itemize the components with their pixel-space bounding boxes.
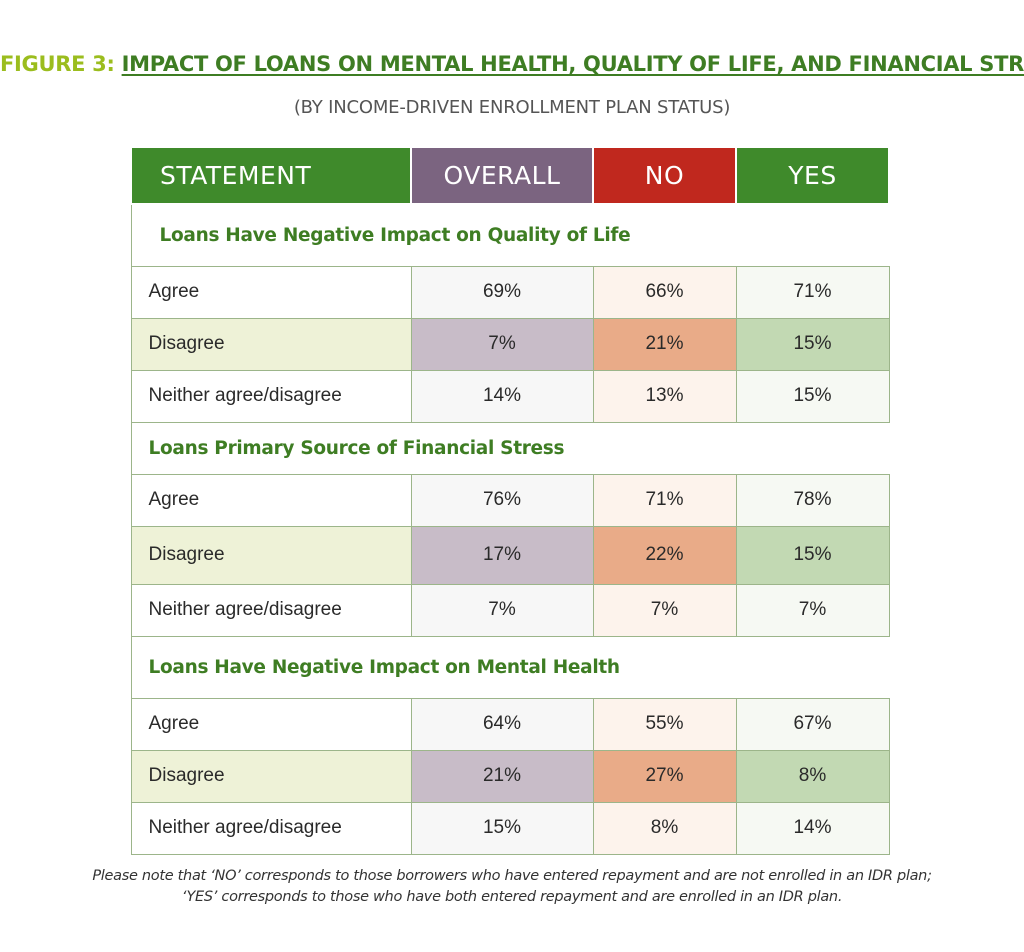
table-header-row: STATEMENT OVERALL NO YES: [130, 146, 890, 205]
cell-no: 27%: [592, 749, 737, 803]
results-table: STATEMENT OVERALL NO YES Loans Have Nega…: [130, 146, 890, 855]
footnote-line-2: ‘YES’ corresponds to those who have both…: [181, 889, 843, 905]
table-row: Disagree 21% 27% 8%: [130, 749, 890, 803]
cell-no: 71%: [592, 473, 737, 527]
section-heading-row: Loans Have Negative Impact on Quality of…: [130, 203, 890, 267]
footnote-line-1: Please note that ‘NO’ corresponds to tho…: [92, 868, 932, 884]
cell-overall: 69%: [410, 265, 594, 319]
figure-label: FIGURE 3:: [0, 52, 115, 76]
cell-yes: 15%: [735, 317, 890, 371]
row-label: Agree: [130, 473, 412, 527]
row-label: Neither agree/disagree: [130, 801, 412, 855]
header-overall: OVERALL: [410, 146, 594, 205]
results-table-container: STATEMENT OVERALL NO YES Loans Have Nega…: [130, 146, 890, 855]
row-label: Agree: [130, 265, 412, 319]
row-label: Agree: [130, 697, 412, 751]
header-statement: STATEMENT: [130, 146, 412, 205]
cell-overall: 7%: [410, 583, 594, 637]
cell-no: 55%: [592, 697, 737, 751]
cell-yes: 71%: [735, 265, 890, 319]
cell-no: 13%: [592, 369, 737, 423]
cell-overall: 14%: [410, 369, 594, 423]
figure-title: FIGURE 3: IMPACT OF LOANS ON MENTAL HEAL…: [0, 52, 1024, 76]
table-row: Neither agree/disagree 7% 7% 7%: [130, 583, 890, 637]
table-row: Agree 64% 55% 67%: [130, 697, 890, 751]
cell-yes: 14%: [735, 801, 890, 855]
cell-no: 7%: [592, 583, 737, 637]
footnote: Please note that ‘NO’ corresponds to tho…: [0, 866, 1024, 908]
cell-yes: 67%: [735, 697, 890, 751]
figure-subtitle: (BY INCOME-DRIVEN ENROLLMENT PLAN STATUS…: [293, 97, 731, 118]
cell-yes: 7%: [735, 583, 890, 637]
table-row: Disagree 7% 21% 15%: [130, 317, 890, 371]
row-label: Neither agree/disagree: [130, 583, 412, 637]
header-no: NO: [592, 146, 737, 205]
figure-title-text: IMPACT OF LOANS ON MENTAL HEALTH, QUALIT…: [121, 52, 1024, 76]
section-heading: Loans Primary Source of Financial Stress: [130, 421, 890, 475]
cell-yes: 15%: [735, 369, 890, 423]
section-heading-row: Loans Have Negative Impact on Mental Hea…: [130, 635, 890, 699]
section-heading-row: Loans Primary Source of Financial Stress: [130, 421, 890, 475]
cell-no: 22%: [592, 525, 737, 585]
cell-overall: 15%: [410, 801, 594, 855]
header-yes: YES: [735, 146, 890, 205]
row-label: Neither agree/disagree: [130, 369, 412, 423]
cell-overall: 7%: [410, 317, 594, 371]
table-row: Disagree 17% 22% 15%: [130, 525, 890, 585]
cell-overall: 76%: [410, 473, 594, 527]
row-label: Disagree: [130, 749, 412, 803]
table-body: Loans Have Negative Impact on Quality of…: [130, 203, 890, 855]
cell-no: 8%: [592, 801, 737, 855]
table-row: Neither agree/disagree 14% 13% 15%: [130, 369, 890, 423]
cell-no: 21%: [592, 317, 737, 371]
table-row: Neither agree/disagree 15% 8% 14%: [130, 801, 890, 855]
cell-yes: 15%: [735, 525, 890, 585]
cell-no: 66%: [592, 265, 737, 319]
row-label: Disagree: [130, 525, 412, 585]
cell-yes: 78%: [735, 473, 890, 527]
table-row: Agree 69% 66% 71%: [130, 265, 890, 319]
section-heading: Loans Have Negative Impact on Quality of…: [130, 203, 890, 267]
table-row: Agree 76% 71% 78%: [130, 473, 890, 527]
cell-overall: 64%: [410, 697, 594, 751]
row-label: Disagree: [130, 317, 412, 371]
cell-overall: 21%: [410, 749, 594, 803]
cell-overall: 17%: [410, 525, 594, 585]
cell-yes: 8%: [735, 749, 890, 803]
section-heading: Loans Have Negative Impact on Mental Hea…: [130, 635, 890, 699]
